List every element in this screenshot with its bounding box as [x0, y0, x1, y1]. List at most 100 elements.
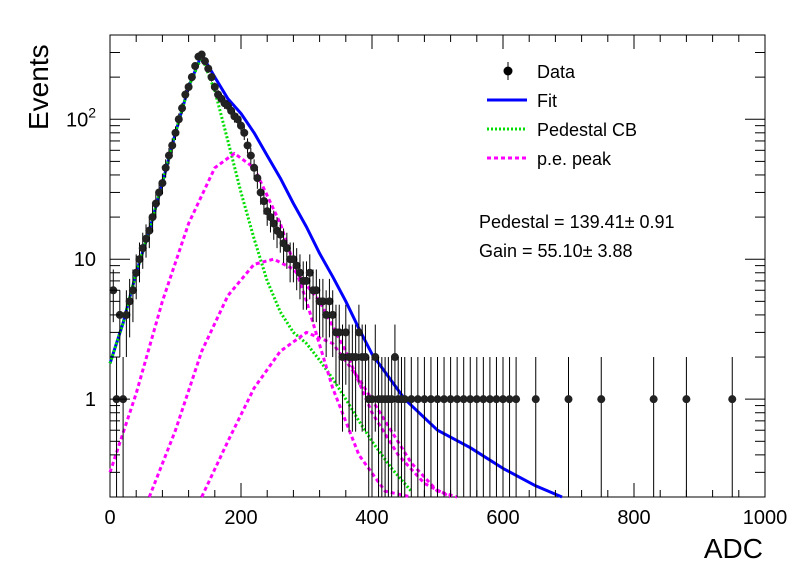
- data-point: [259, 197, 268, 206]
- data-point: [400, 395, 409, 404]
- data-point: [237, 121, 245, 130]
- data-point: [597, 395, 606, 404]
- data-point: [433, 395, 442, 404]
- data-point: [253, 174, 262, 183]
- data-point: [682, 395, 691, 404]
- data-point: [466, 395, 475, 404]
- y-axis-title: Events: [23, 44, 54, 130]
- data-point: [499, 395, 507, 404]
- annotation-gain: Gain = 55.10± 3.88: [479, 241, 633, 261]
- data-point: [289, 255, 298, 264]
- data-point: [184, 83, 193, 92]
- x-tick-label: 800: [617, 507, 650, 529]
- x-axis-title: ADC: [704, 533, 763, 564]
- data-point: [191, 62, 200, 71]
- data-point: [328, 310, 337, 319]
- data-point: [155, 188, 164, 197]
- data-point: [325, 297, 334, 306]
- data-point: [453, 395, 462, 404]
- data-point: [426, 395, 435, 404]
- data-point: [128, 286, 137, 295]
- data-point: [197, 50, 206, 59]
- x-tick-label: 0: [104, 507, 115, 529]
- data-point: [266, 213, 275, 222]
- data-point: [145, 226, 154, 235]
- data-point: [207, 73, 216, 82]
- data-point: [512, 395, 521, 404]
- data-point: [276, 230, 285, 239]
- legend-item-data: Data: [503, 62, 576, 82]
- data-point: [446, 395, 455, 404]
- series-line: [200, 330, 458, 499]
- legend-item-pe-peak: p.e. peak: [487, 149, 612, 169]
- data-point: [233, 115, 242, 124]
- data-point: [420, 395, 429, 404]
- data-point: [282, 244, 291, 253]
- data-point: [322, 310, 331, 319]
- data-point: [564, 395, 573, 404]
- data-point: [250, 163, 259, 172]
- data-point: [135, 255, 144, 264]
- data-point: [305, 268, 314, 277]
- data-point: [171, 128, 180, 137]
- data-point: [174, 115, 183, 124]
- data-point: [492, 395, 501, 404]
- x-tick-label: 1000: [743, 507, 788, 529]
- data-point: [335, 328, 344, 337]
- data-point: [341, 328, 350, 337]
- legend-label-pe-peak: p.e. peak: [537, 149, 612, 169]
- legend-label-pedestal: Pedestal CB: [537, 120, 637, 140]
- data-point: [728, 395, 737, 404]
- data-point: [138, 244, 147, 253]
- x-tick-label: 600: [486, 507, 519, 529]
- data-point: [164, 151, 173, 160]
- data-point: [292, 261, 301, 270]
- data-point: [200, 57, 209, 66]
- data-point: [187, 73, 196, 82]
- x-tick-label: 400: [355, 507, 388, 529]
- data-point: [505, 395, 514, 404]
- data-point: [178, 104, 187, 113]
- y-tick-label: 102: [66, 104, 96, 131]
- data-point: [181, 90, 190, 99]
- legend-data-marker-icon: [503, 66, 513, 76]
- data-point: [125, 297, 134, 306]
- data-point: [204, 64, 213, 73]
- legend-item-pedestal: Pedestal CB: [487, 120, 637, 140]
- data-point: [371, 353, 380, 362]
- data-point: [240, 128, 249, 137]
- data-point: [338, 353, 347, 362]
- data-point: [168, 141, 177, 150]
- data-point: [263, 207, 272, 216]
- data-point: [413, 395, 422, 404]
- y-tick-label: 10: [74, 249, 96, 271]
- data-point: [269, 219, 278, 228]
- data-point: [472, 395, 481, 404]
- data-point: [148, 213, 157, 222]
- ticks: 0 200 400 600 800 1000 1 10 102: [66, 35, 787, 529]
- data-point: [312, 286, 321, 295]
- data-point: [459, 395, 468, 404]
- data-point: [246, 151, 255, 160]
- data-point: [407, 395, 416, 404]
- series-line: [108, 55, 413, 493]
- data-point: [649, 395, 658, 404]
- legend-item-fit: Fit: [487, 91, 557, 111]
- data-point: [361, 353, 370, 362]
- data-point: [440, 395, 449, 404]
- data-point: [368, 395, 376, 404]
- data-point: [387, 395, 396, 404]
- data-point: [295, 268, 304, 277]
- data-point: [142, 234, 151, 243]
- legend: Data Fit Pedestal CB p.e. peak: [487, 62, 637, 169]
- data-point: [351, 353, 360, 362]
- data-point: [243, 141, 252, 150]
- data-points: [109, 50, 737, 497]
- data-point: [158, 179, 167, 188]
- data-point: [161, 163, 170, 172]
- legend-label-fit: Fit: [537, 91, 557, 111]
- x-tick-label: 200: [224, 507, 257, 529]
- data-point: [151, 199, 160, 208]
- data-point: [318, 297, 327, 306]
